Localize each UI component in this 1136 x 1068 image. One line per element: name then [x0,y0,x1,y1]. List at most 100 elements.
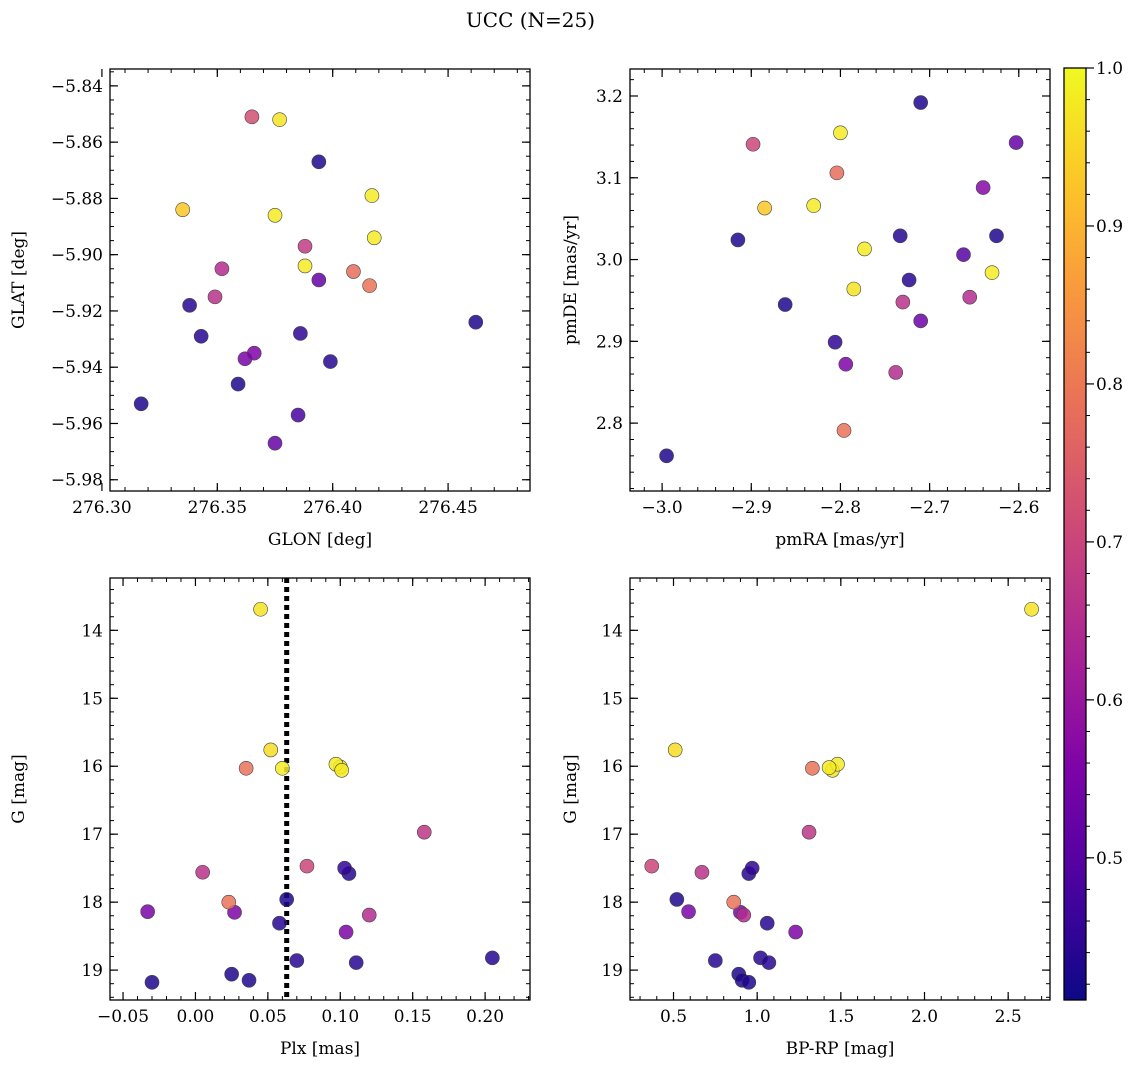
y-tick-label: 15 [601,689,623,709]
scatter-point [364,188,380,203]
y-axis-label: pmDE [mas/yr] [561,215,581,345]
scatter-point [745,136,761,152]
x-tick-label: −0.05 [97,1007,149,1027]
scatter-point [334,763,350,778]
scatter-point [736,907,752,923]
scatter-point [777,297,793,312]
scatter-point [962,289,978,305]
scatter-point [311,272,327,288]
scatter-point [913,313,929,329]
scatter-point [175,202,190,217]
x-tick-label: −2.6 [998,498,1039,518]
scatter-point [133,396,149,412]
y-tick-label: 18 [81,893,103,913]
x-tick-label: −2.7 [909,498,950,518]
scatter-point [182,298,197,313]
y-tick-label: 17 [601,825,623,845]
scatter-point [253,601,268,617]
scatter-point [221,894,237,910]
scatter-point [956,247,971,262]
panel-glon-glat: 276.30 276.35 276.40 276.45 −5.98 −5.96 −5.94 −… [9,68,531,550]
scatter-point [290,407,306,423]
scatter-point [975,180,991,195]
scatter-point [757,200,772,216]
scatter-point [989,228,1004,244]
scatter-point [416,824,432,840]
x-tick-label: 0.10 [321,1007,359,1027]
scatter-point [805,760,820,776]
colorbar-gradient [1064,68,1086,1000]
y-tick-label: 19 [601,961,623,981]
colorbar-tick-label: 0.7 [1096,533,1123,553]
x-tick-label: −2.8 [820,498,861,518]
scatter-point [827,334,843,350]
axes-frame [629,577,1051,1001]
scatter-point [644,858,660,874]
x-tick-label: 0.15 [394,1007,432,1027]
scatter-point [836,423,852,438]
scatter-point [829,165,845,181]
scatter-point [468,314,484,330]
scatter-point [195,864,210,880]
y-tick-label: 16 [601,757,623,777]
x-tick-label: 276.35 [188,498,247,518]
scatter-point [207,289,223,305]
scatter-point [366,230,382,246]
scatter-point [193,328,209,344]
scatter-point [901,272,917,288]
scatter-point [267,207,283,223]
scatter-point [726,894,742,910]
scatter-point [289,953,305,968]
x-tick-label: 0.20 [466,1007,504,1027]
scatter-point [485,950,500,966]
x-tick-label: 1.5 [827,1007,854,1027]
scatter-point [761,955,777,970]
scatter-point [694,864,710,880]
scatter-point [299,858,315,874]
y-tick-label: 14 [601,621,623,641]
scatter-point [821,760,837,775]
x-tick-label: 1.0 [744,1007,771,1027]
panel-pmra-pmde: −3.0 −2.9 −2.8 −2.7 −2.6 2.8 2.9 3.0 3.1 3.2 pmRA … [561,68,1051,550]
y-tick-label: 3.2 [596,87,623,107]
x-tick-label: −2.9 [731,498,772,518]
x-tick-label: 0.05 [249,1007,287,1027]
scatter-point [846,281,862,297]
scatter-point [279,892,294,907]
y-tick-label: 17 [81,825,103,845]
scatter-point [833,125,848,141]
y-tick-label: −5.90 [51,246,103,266]
scatter-point [293,326,308,341]
scatter-point [224,966,239,982]
x-tick-label: 276.45 [418,498,477,518]
y-tick-label: 3.1 [596,169,623,189]
x-axis-label: Plx [mas] [280,1039,360,1059]
scatter-point [984,265,1000,280]
scatter-point [759,915,775,931]
scatter-point [346,264,361,279]
scatter-point [311,154,327,170]
y-tick-label: 18 [601,893,623,913]
scatter-point [667,742,683,758]
scatter-point [659,448,674,464]
y-tick-label: −5.88 [51,189,103,209]
scatter-point [744,860,760,876]
scatter-point [238,760,254,776]
panel-plx-g: −0.05 0.00 0.05 0.10 0.15 0.20 14 15 16 17 18 19 Plx… [9,577,531,1059]
y-tick-label: −5.92 [51,302,103,322]
colorbar-tick-label: 0.8 [1096,375,1123,395]
y-tick-label: −5.96 [51,414,103,434]
scatter-point [272,112,287,127]
x-tick-label: 0.00 [177,1007,215,1027]
scatter-point [362,278,377,293]
scatter-point [801,824,817,840]
x-tick-label: 2.0 [911,1007,938,1027]
colorbar-tick-label: 1.0 [1096,59,1123,79]
y-tick-label: 2.8 [596,414,623,434]
x-tick-label: 276.30 [72,498,131,518]
scatter-point [857,241,872,257]
y-tick-label: −5.94 [51,358,103,378]
scatter-point [241,972,257,988]
scatter-point [230,376,246,392]
y-tick-label: −5.86 [51,133,103,153]
